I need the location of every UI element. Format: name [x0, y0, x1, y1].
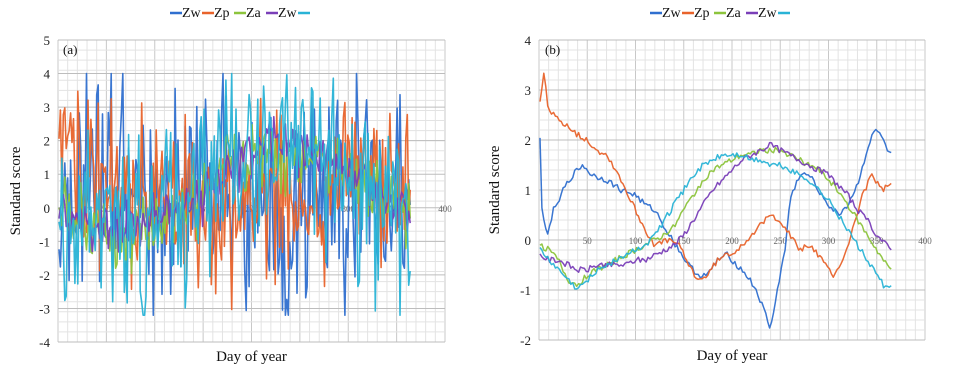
x-tick-label: 250	[293, 204, 307, 214]
legend-label: Zw	[758, 6, 778, 21]
x-tick-label: 100	[629, 236, 643, 246]
y-tick-label: -4	[39, 335, 50, 350]
y-tick-label: 3	[44, 100, 51, 115]
y-tick-label: 2	[525, 133, 532, 148]
x-tick-label: 200	[725, 236, 739, 246]
y-tick-label: 3	[525, 83, 532, 98]
x-axis-title: Day of year	[216, 349, 287, 365]
y-tick-label: 0	[525, 233, 532, 248]
y-tick-label: -2	[520, 333, 531, 348]
x-axis-title: Day of year	[697, 348, 768, 364]
x-tick-label: 150	[677, 236, 691, 246]
y-tick-label: 2	[44, 134, 51, 149]
y-tick-label: 5	[44, 33, 51, 48]
series-line-unlabeled-4	[58, 72, 411, 317]
legend-label: Zp	[694, 6, 710, 21]
series-line-zw-3	[539, 141, 892, 273]
panel-label: (b)	[545, 42, 560, 57]
panel-label: (a)	[63, 42, 77, 57]
x-tick-label: 400	[438, 204, 452, 214]
legend-label: Zw	[278, 6, 298, 21]
x-tick-label: 400	[918, 236, 932, 246]
series-line-unlabeled-4	[539, 152, 892, 290]
x-tick-label: 50	[583, 236, 593, 246]
x-tick-label: 250	[774, 236, 788, 246]
legend-label: Za	[726, 6, 742, 21]
series-line-za-2	[539, 146, 892, 288]
legend: Zw Zp Za Zw	[650, 6, 790, 21]
y-tick-label: -3	[39, 301, 50, 316]
y-tick-label: 1	[44, 167, 51, 182]
y-tick-label: -2	[39, 268, 50, 283]
y-tick-label: -1	[520, 283, 531, 298]
x-tick-label: 300	[822, 236, 836, 246]
legend-label: Zp	[214, 6, 230, 21]
chart-panel-b: -2 -1 0 1 2 3 4 50 100 150 200 250 300 350 400 (b) Day o…	[482, 0, 964, 369]
legend: Zw Zp Za Zw	[170, 6, 310, 21]
y-tick-label: -1	[39, 234, 50, 249]
y-tick-label: 4	[525, 33, 532, 48]
grid	[538, 39, 926, 341]
y-axis-title: Standard score	[487, 145, 503, 234]
legend-label: Zw	[182, 6, 202, 21]
series-line-zp-1	[539, 72, 892, 281]
y-tick-label: 1	[525, 183, 532, 198]
y-tick-label: 0	[44, 201, 51, 216]
legend-label: Zw	[662, 6, 682, 21]
y-tick-label: 4	[44, 67, 51, 82]
y-axis-title: Standard score	[8, 146, 24, 235]
chart-b-svg: -2 -1 0 1 2 3 4 50 100 150 200 250 300 350 400 (b) Day o…	[487, 6, 932, 364]
x-tick-label: 350	[870, 236, 884, 246]
chart-panel-a: -4 -3 -2 -1 0 1 2 3 4 5 50 100 150 200 250 300 350 400 (a)…	[0, 0, 482, 369]
legend-label: Za	[246, 6, 262, 21]
